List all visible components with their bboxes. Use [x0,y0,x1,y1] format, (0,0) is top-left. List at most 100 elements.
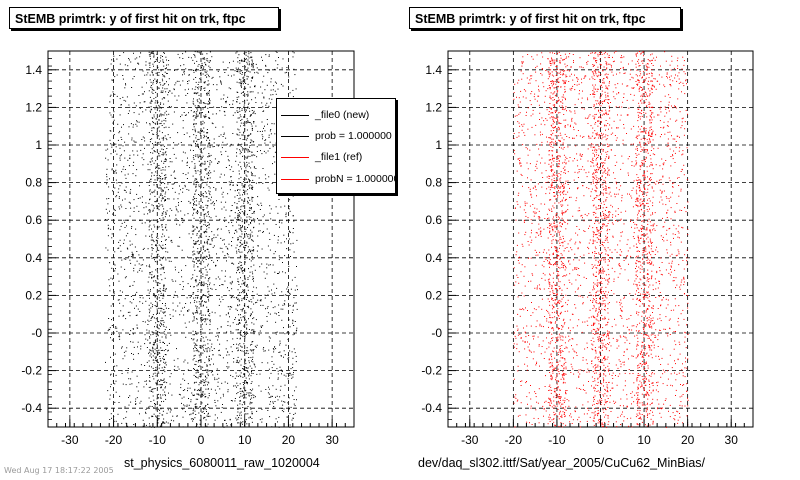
data-point [292,195,294,197]
data-point [240,125,241,127]
data-point [205,409,207,411]
data-point [189,414,191,416]
data-point [277,212,279,214]
data-point [174,84,176,86]
data-point [552,81,554,83]
data-point [158,69,160,71]
data-point [138,95,140,96]
data-point [240,242,241,244]
data-point [204,168,206,170]
data-point [154,296,156,298]
data-point [124,87,126,89]
data-point [144,74,146,76]
data-point [237,422,239,424]
data-point [202,210,204,212]
data-point [154,356,156,358]
data-point [281,373,282,375]
data-point [113,420,115,422]
data-point [557,255,558,257]
data-point [163,197,164,199]
data-point [149,423,150,425]
data-point [237,385,239,387]
data-point [631,355,633,357]
data-point [124,227,126,228]
data-point [192,233,194,235]
data-point [161,236,163,238]
data-point [242,407,244,408]
data-point [166,64,167,66]
data-point [264,174,266,176]
data-point [197,131,199,133]
data-point [513,138,515,140]
data-point [152,294,154,296]
data-point [601,252,603,253]
data-point [149,342,151,343]
data-point [205,369,207,371]
data-point [153,80,154,82]
data-point [135,123,137,125]
data-point [111,70,113,72]
data-point [164,315,166,317]
data-point [158,203,160,204]
data-point [209,139,211,141]
data-point [221,106,223,108]
data-point [249,187,251,189]
data-point [197,170,199,172]
data-point [200,301,202,303]
data-point [229,316,230,318]
data-point [159,404,161,406]
data-point [603,259,605,261]
data-point [153,89,155,91]
data-point [110,374,111,376]
data-point [273,408,275,410]
data-point [578,319,580,321]
data-point [261,408,263,410]
data-point [248,395,250,397]
data-point [201,69,203,71]
data-point [195,183,197,185]
data-point [154,295,156,297]
data-point [296,239,298,241]
data-point [149,139,151,140]
data-point [247,305,249,307]
data-point [169,158,171,159]
data-point [236,272,237,274]
data-point [191,230,193,232]
data-point [195,172,197,174]
data-point [674,162,676,163]
data-point [245,148,247,150]
data-point [194,62,195,64]
data-point [278,352,280,353]
data-point [151,148,153,150]
data-point [655,183,657,185]
data-point [243,88,245,90]
data-point [249,151,251,153]
data-point [196,285,198,287]
data-point [621,155,623,157]
data-point [141,93,143,95]
data-point [225,102,227,104]
data-point [111,237,113,239]
data-point [199,263,201,264]
data-point [247,252,249,254]
data-point [120,136,122,138]
data-point [114,214,116,216]
data-point [292,56,294,58]
data-point [246,241,248,243]
data-point [239,400,241,402]
data-point [257,235,259,237]
data-point [139,268,141,269]
data-point [196,92,198,94]
data-point [119,147,121,149]
data-point [211,240,213,242]
data-point [182,408,184,410]
data-point [224,111,226,113]
data-point [199,279,201,281]
data-point [277,273,278,274]
data-point [174,95,176,97]
data-point [198,147,199,149]
data-point [272,395,273,397]
data-point [162,389,164,391]
data-point [196,310,197,312]
data-point [203,416,205,418]
